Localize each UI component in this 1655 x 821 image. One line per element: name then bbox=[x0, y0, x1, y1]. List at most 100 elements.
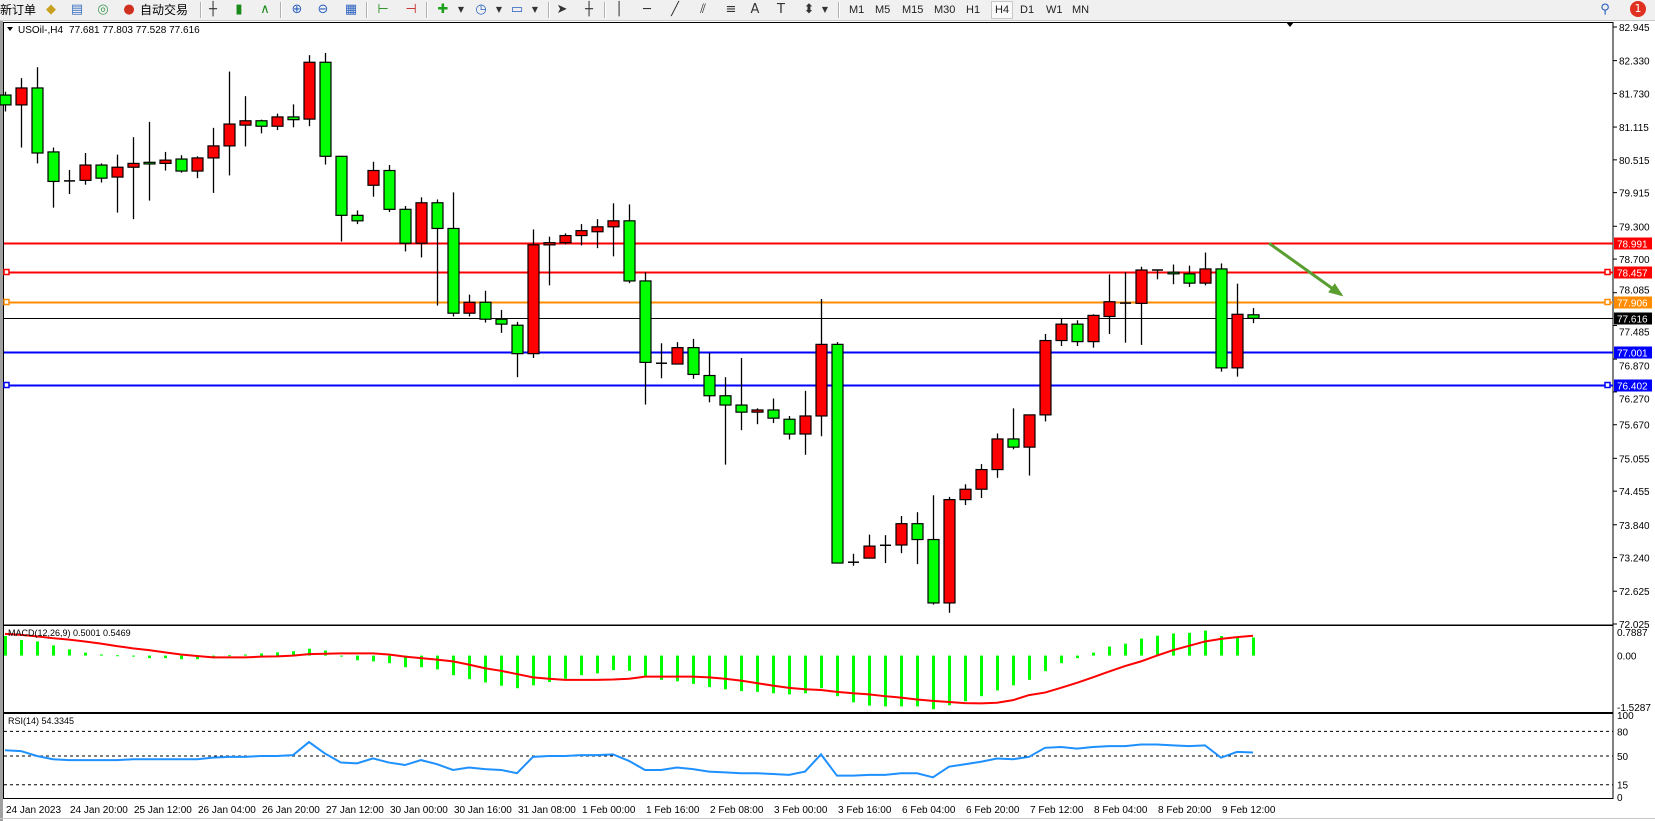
candle-body-bear bbox=[1183, 273, 1196, 284]
candlestick-chart-icon[interactable]: ▮ bbox=[235, 2, 243, 17]
candle bbox=[815, 298, 828, 437]
bar-chart-icon[interactable]: ┼ bbox=[209, 2, 217, 17]
timeframe-m1[interactable]: M1 bbox=[849, 4, 865, 16]
zoom-out-icon[interactable]: ⊖ bbox=[317, 2, 329, 17]
trendline-icon[interactable]: ╱ bbox=[671, 2, 679, 17]
new-order-button[interactable]: 新订单 bbox=[0, 3, 37, 17]
line-handle bbox=[1604, 381, 1611, 389]
line-chart-icon[interactable]: ∧ bbox=[260, 2, 270, 17]
rsi-tick-label: 15 bbox=[1617, 781, 1629, 792]
cursor-icon[interactable]: ➤ bbox=[556, 2, 568, 17]
market-watch-icon[interactable]: ◆ bbox=[46, 2, 56, 17]
timeframe-d1[interactable]: D1 bbox=[1020, 4, 1035, 16]
text-icon[interactable]: A bbox=[750, 2, 760, 17]
periods-icon[interactable]: ◷ bbox=[475, 2, 487, 17]
macd-histogram-bar bbox=[404, 655, 407, 668]
indicators-icon[interactable]: ✚ bbox=[437, 2, 449, 17]
macd-histogram-bar bbox=[340, 655, 343, 657]
price-tick-label: 74.455 bbox=[1619, 487, 1650, 498]
window-left-border bbox=[0, 21, 3, 821]
candle bbox=[575, 224, 588, 246]
price-pane[interactable]: 82.945 82.330 81.730 81.115 80.515 79.915 79.3… bbox=[0, 22, 1652, 631]
line-handle bbox=[1604, 298, 1611, 306]
macd-pane[interactable]: 0.7887 0.00 -1.5287 bbox=[3, 625, 1652, 715]
candle bbox=[1247, 308, 1260, 324]
macd-tick-label: -1.5287 bbox=[1617, 703, 1651, 714]
price-label: 77.906 bbox=[1617, 299, 1648, 310]
notification-icon[interactable]: 1 bbox=[1630, 1, 1646, 17]
crosshair-icon[interactable]: ┼ bbox=[585, 2, 593, 17]
candle bbox=[223, 71, 236, 176]
candle bbox=[848, 553, 859, 566]
candle bbox=[527, 229, 540, 359]
timeframe-m30[interactable]: M30 bbox=[934, 4, 956, 16]
price-label-box bbox=[1614, 379, 1652, 392]
candle-body-bull bbox=[815, 343, 828, 417]
candle bbox=[191, 156, 204, 179]
navigator-icon[interactable]: ▤ bbox=[70, 2, 84, 17]
vertical-line-icon[interactable]: │ bbox=[615, 2, 623, 17]
timeframe-m5[interactable]: M5 bbox=[875, 4, 891, 16]
candle bbox=[1087, 314, 1100, 348]
candle-body-bear bbox=[927, 538, 940, 604]
signals-icon[interactable]: ◎ bbox=[97, 2, 109, 17]
fibonacci-icon[interactable]: ≡ bbox=[725, 2, 737, 17]
auto-scroll-icon[interactable]: ⊢ bbox=[377, 2, 389, 17]
indicators-dropdown-icon[interactable]: ▼ bbox=[457, 5, 465, 14]
tile-windows-icon[interactable]: ▦ bbox=[344, 2, 358, 17]
candle-body-bear bbox=[623, 220, 636, 282]
auto-trading-icon[interactable]: ● bbox=[123, 2, 135, 17]
search-icon[interactable]: ⚲ bbox=[1600, 2, 1610, 17]
templates-dropdown-icon[interactable]: ▼ bbox=[531, 5, 539, 14]
arrows-icon[interactable]: ⬍ bbox=[803, 2, 815, 17]
candle-body-bear bbox=[399, 208, 412, 244]
candle bbox=[863, 534, 876, 559]
candle-body-bear bbox=[1167, 271, 1180, 275]
candle-body-bear bbox=[31, 87, 44, 154]
macd-histogram-bar bbox=[1060, 655, 1063, 664]
candle-body-bull bbox=[1231, 313, 1244, 369]
rsi-pane[interactable]: 100 80 50 150 bbox=[3, 711, 1635, 804]
price-label: 77.001 bbox=[1617, 349, 1648, 360]
candle-body-bear bbox=[639, 280, 652, 364]
timeframe-h4[interactable]: H4 bbox=[991, 1, 1014, 19]
candle bbox=[1120, 272, 1131, 343]
candle bbox=[1055, 318, 1068, 347]
candle-body-bull bbox=[127, 162, 140, 168]
timeframe-m15[interactable]: M15 bbox=[902, 4, 924, 16]
templates-icon[interactable]: ▭ bbox=[510, 2, 524, 17]
zoom-in-icon[interactable]: ⊕ bbox=[291, 2, 303, 17]
equidistant-channel-icon[interactable]: ⫽ bbox=[700, 2, 706, 17]
macd-histogram-bar bbox=[724, 655, 727, 690]
candle-body-bear bbox=[911, 523, 924, 541]
arrows-dropdown-icon[interactable]: ▼ bbox=[821, 5, 829, 14]
macd-histogram-bar bbox=[564, 655, 567, 679]
chart-window[interactable]: 82.945 82.330 81.730 81.115 80.515 79.915 79.3… bbox=[0, 21, 1655, 821]
rsi-tick-label: 100 bbox=[1617, 711, 1634, 722]
time-label: 1 Feb 16:00 bbox=[646, 805, 700, 816]
candle-body-bull bbox=[1199, 268, 1212, 284]
macd-histogram-bar bbox=[516, 655, 519, 689]
toolbar-separator bbox=[548, 2, 550, 18]
periods-dropdown-icon[interactable]: ▼ bbox=[495, 5, 503, 14]
horizontal-line-icon[interactable]: ─ bbox=[643, 2, 651, 17]
macd-histogram-bar bbox=[436, 655, 439, 670]
toolbar-separator bbox=[200, 2, 202, 18]
candle-body-bull bbox=[415, 202, 428, 244]
candle bbox=[911, 512, 924, 565]
chart-shift-icon[interactable]: ⊣ bbox=[405, 2, 417, 17]
symbol-menu-icon[interactable] bbox=[7, 27, 13, 31]
timeframe-mn[interactable]: MN bbox=[1072, 4, 1090, 16]
price-tick-label: 76.270 bbox=[1619, 395, 1650, 406]
macd-histogram-bar bbox=[996, 655, 999, 691]
candle-body-bear bbox=[0, 94, 12, 106]
macd-histogram-bar bbox=[900, 655, 903, 707]
candle-body-bull bbox=[111, 166, 124, 178]
timeframe-h1[interactable]: H1 bbox=[966, 4, 981, 16]
macd-histogram-bar bbox=[1252, 637, 1255, 656]
macd-histogram-bar bbox=[132, 655, 135, 657]
auto-trading-button[interactable]: 自动交易 bbox=[140, 3, 189, 17]
macd-histogram-bar bbox=[356, 655, 359, 661]
timeframe-w1[interactable]: W1 bbox=[1046, 4, 1063, 16]
text-label-icon[interactable]: T bbox=[777, 2, 785, 17]
